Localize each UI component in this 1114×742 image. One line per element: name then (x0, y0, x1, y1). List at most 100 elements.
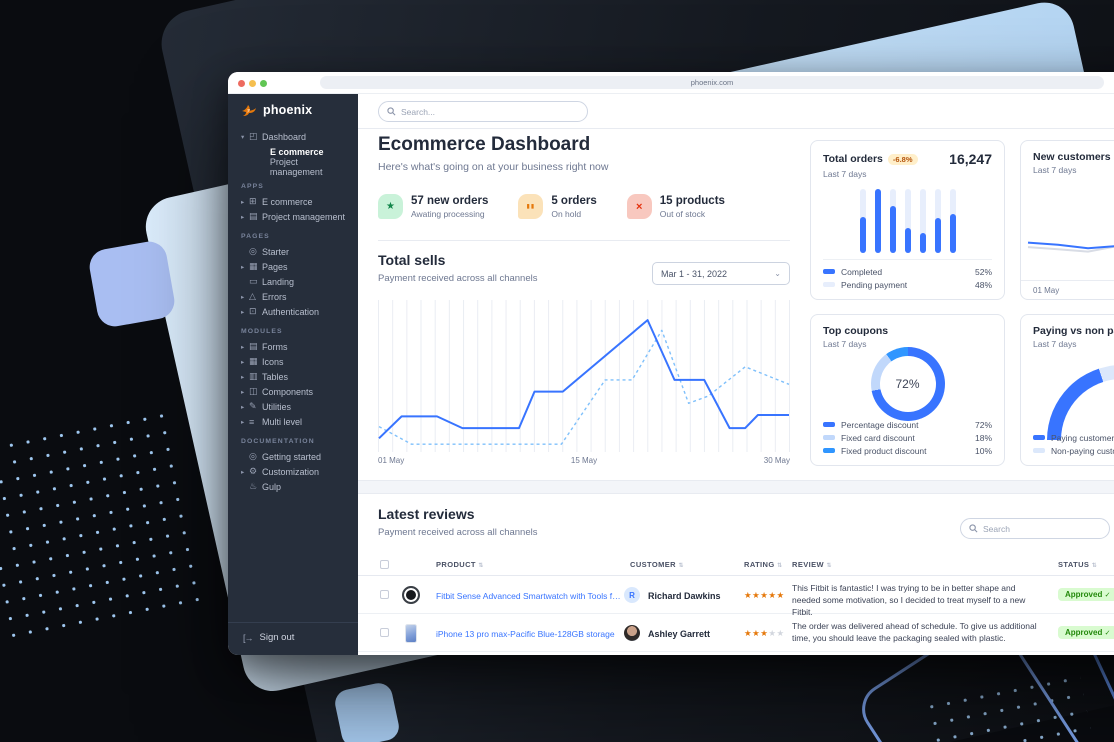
sidebar-item-e-commerce[interactable]: E commerce (241, 144, 352, 159)
nav-section-heading: DOCUMENTATION (241, 438, 315, 445)
sidebar-item-dashboard[interactable]: ▾ ◰ Dashboard (241, 129, 352, 144)
sidebar-item-authentication[interactable]: ▸ ⊡ Authentication (241, 304, 352, 319)
review-text: The order was delivered ahead of schedul… (792, 621, 1037, 643)
sidebar-item-label: Starter (262, 246, 290, 257)
sidebar-item-label: Getting started (262, 451, 322, 462)
reviews-subtitle: Payment received across all channels (378, 527, 538, 538)
x-tick: 01 May (378, 456, 405, 465)
star-filled-icon: ★ (776, 590, 785, 600)
select-all-checkbox[interactable] (380, 560, 389, 569)
legend-value: 10% (974, 445, 992, 456)
global-search-input[interactable]: Search... (378, 101, 588, 122)
sidebar-item-gulp[interactable]: ♨ Gulp (241, 479, 352, 494)
star-filled-icon: ★ (760, 590, 769, 600)
caret-down-icon: ▾ (241, 133, 245, 141)
card-caption: Last 7 days (1033, 165, 1077, 175)
sidebar-item-icons[interactable]: ▸ ▦ Icons (241, 354, 352, 369)
sidebar-item-getting-started[interactable]: ◎ Getting started (241, 449, 352, 464)
sidebar-item-sign-out[interactable]: [→ Sign out (228, 622, 358, 655)
sidebar-item-e-commerce[interactable]: ▸ ⊞ E commerce (241, 194, 352, 209)
sidebar-item-pages[interactable]: ▸ ▦ Pages (241, 259, 352, 274)
sidebar-item-components[interactable]: ▸ ◫ Components (241, 384, 352, 399)
sidebar-item-forms[interactable]: ▸ ▤ Forms (241, 339, 352, 354)
new-customers-line-chart (1027, 203, 1114, 269)
rating-stars: ★★★★★ (744, 590, 785, 601)
product-link[interactable]: Fitbit Sense Advanced Smartwatch with To… (436, 591, 621, 601)
top-coupons-donut: 72% (870, 347, 945, 421)
row-checkbox[interactable] (380, 590, 389, 599)
review-text: This Fitbit is fantastic! I was trying t… (792, 583, 1026, 617)
sidebar-item-tables[interactable]: ▸ ▥ Tables (241, 369, 352, 384)
sidebar-item-project-management[interactable]: ▸ ▤ Project management (241, 209, 352, 224)
date-range-value: Mar 1 - 31, 2022 (661, 268, 728, 279)
nav-section-heading: PAGES (241, 233, 270, 240)
column-header-status[interactable]: STATUS ⇅ (1058, 560, 1098, 569)
caret-right-icon: ▸ (241, 263, 245, 271)
sidebar: phoenix ▾ ◰ Dashboard E commerce Project man… (228, 94, 358, 655)
legend-swatch (1033, 435, 1045, 440)
legend-swatch (823, 269, 835, 274)
zoom-window-icon[interactable] (260, 80, 267, 87)
stat-value: 57 new orders (411, 195, 489, 208)
sidebar-item-utilities[interactable]: ▸ ✎ Utilities (241, 399, 352, 414)
sidebar-item-label: Errors (262, 291, 287, 302)
stat-caption: Out of stock (659, 208, 706, 219)
smartwatch-thumb (402, 586, 420, 604)
legend-swatch (823, 448, 835, 453)
bar (919, 233, 926, 253)
search-icon (387, 107, 396, 116)
check-icon: ✓ (1104, 592, 1111, 599)
sidebar-item-label: Multi level (262, 416, 303, 427)
decor-dot-grid-left (0, 406, 205, 650)
bar-track (934, 189, 941, 253)
sidebar-item-errors[interactable]: ▸ △ Errors (241, 289, 352, 304)
sidebar-item-landing[interactable]: ▭ Landing (241, 274, 352, 289)
sidebar-item-starter[interactable]: ◎ Starter (241, 244, 352, 259)
caret-right-icon: ▸ (241, 418, 245, 426)
legend-row-non-paying-customer: Non-paying customer (1033, 444, 1114, 457)
sidebar-item-label: Icons (262, 356, 284, 367)
logo[interactable]: phoenix (228, 94, 358, 123)
clipboard-icon: ▤ (249, 211, 258, 221)
star-filled-icon: ★ (768, 590, 777, 600)
star-empty-icon: ★ (776, 628, 785, 638)
topbar-divider (358, 128, 1114, 129)
bar (874, 189, 881, 253)
sidebar-item-project-management[interactable]: Project management (241, 156, 352, 177)
caret-right-icon: ▸ (241, 198, 245, 206)
sidebar-item-label: Authentication (262, 306, 320, 317)
legend-row-fixed-card-discount: Fixed card discount 18% (823, 431, 992, 444)
trend-badge: -6.8% (887, 153, 918, 165)
column-header-review[interactable]: REVIEW ⇅ (792, 560, 832, 569)
donut-center-label: 72% (895, 377, 920, 391)
column-header-rating[interactable]: RATING ⇅ (744, 560, 783, 569)
total-sells-subtitle: Payment received across all channels (378, 273, 538, 284)
close-window-icon[interactable] (238, 80, 245, 87)
reviews-search-input[interactable]: Search (960, 518, 1110, 539)
sidebar-item-multi-level[interactable]: ▸ ≡ Multi level (241, 414, 352, 429)
paying-card: Paying vs non paying Last 7 days Paying … (1020, 314, 1114, 466)
search-placeholder: Search (983, 523, 1010, 534)
card-caption: Last 7 days (823, 339, 867, 349)
legend-swatch (823, 435, 835, 440)
caret-right-icon: ▸ (241, 293, 245, 301)
caret-right-icon: ▸ (241, 358, 245, 366)
row-checkbox[interactable] (380, 628, 389, 637)
sidebar-item-label: Forms (262, 341, 288, 352)
date-range-select[interactable]: Mar 1 - 31, 2022 ⌄ (652, 262, 790, 285)
sort-icon: ⇅ (826, 563, 832, 569)
sidebar-item-label: Dashboard (262, 131, 307, 142)
column-header-customer[interactable]: CUSTOMER ⇅ (630, 560, 684, 569)
column-header-product[interactable]: PRODUCT ⇅ (436, 560, 484, 569)
legend-label: Non-paying customer (1051, 445, 1114, 456)
search-placeholder: Search... (401, 106, 436, 117)
legend-label: Paying customer (1051, 432, 1114, 443)
product-link[interactable]: iPhone 13 pro max-Pacific Blue-128GB sto… (436, 629, 615, 639)
star-filled-icon: ★ (744, 628, 753, 638)
sidebar-item-label: Project management (269, 156, 323, 177)
address-bar[interactable]: phoenix.com (320, 76, 1104, 89)
sidebar-item-customization[interactable]: ▸ ⚙ Customization (241, 464, 352, 479)
minimize-window-icon[interactable] (249, 80, 256, 87)
star-filled-icon: ★ (752, 590, 761, 600)
top-coupons-legend: Percentage discount 72% Fixed card discoun… (823, 418, 992, 457)
